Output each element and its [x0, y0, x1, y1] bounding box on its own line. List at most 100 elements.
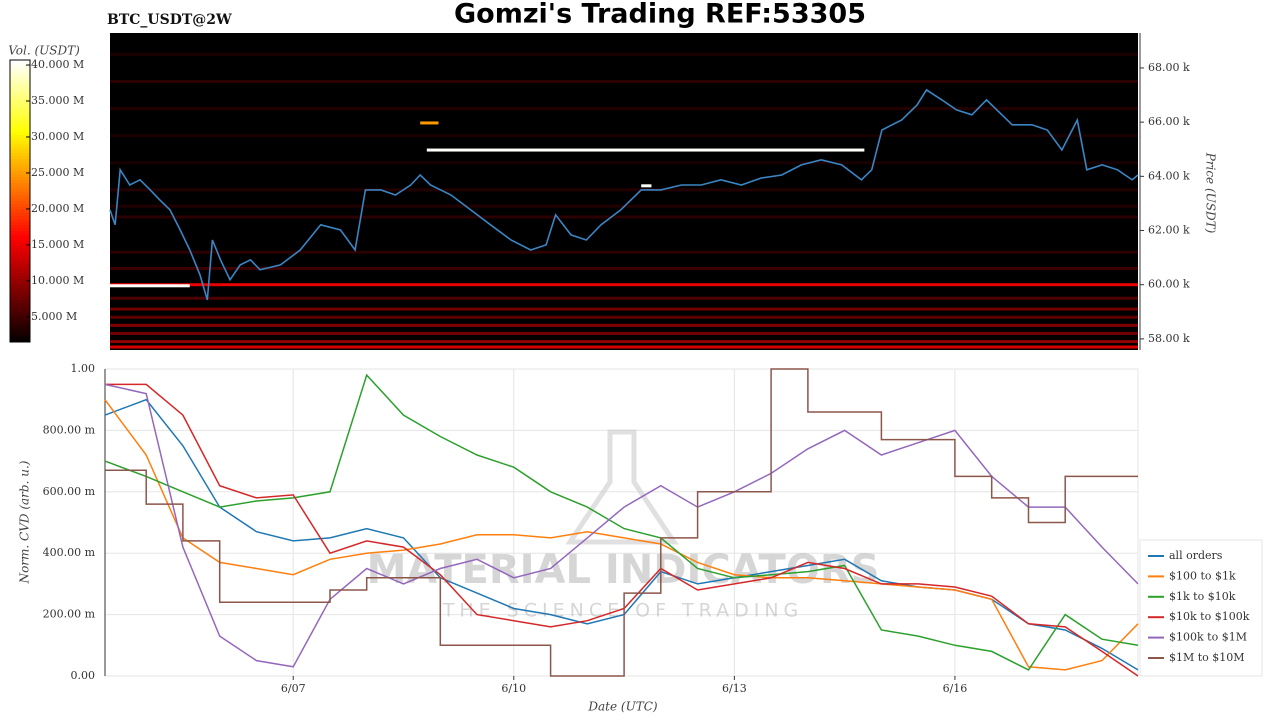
colorbar-cell	[10, 204, 30, 208]
colorbar-tick-label: 15.000 M	[31, 238, 84, 251]
colorbar-frame	[9, 59, 31, 343]
liquidity-level	[110, 266, 1138, 270]
colorbar-cell	[10, 327, 30, 331]
colorbar-cell	[10, 120, 30, 124]
liquidity-level	[110, 188, 1138, 192]
colorbar-cell	[10, 192, 30, 196]
colorbar-cell	[10, 108, 30, 112]
liquidity-level	[110, 345, 1138, 349]
colorbar-cell	[10, 273, 30, 277]
colorbar-cell	[10, 258, 30, 262]
y-tick-label: 600.00 m	[43, 485, 96, 498]
legend-label: $100 to $1k	[1169, 569, 1236, 582]
colorbar-cell	[10, 321, 30, 325]
liquidity-level	[110, 296, 1138, 300]
colorbar-cell	[10, 213, 30, 217]
colorbar-cell	[10, 243, 30, 247]
watermark-name: MATERIAL INDICATORS	[367, 547, 880, 593]
colorbar-cell	[10, 72, 30, 76]
colorbar-cell	[10, 339, 30, 343]
colorbar-cell	[10, 147, 30, 151]
liquidity-level	[110, 52, 1138, 56]
colorbar-cell	[10, 294, 30, 298]
colorbar-cell	[10, 156, 30, 160]
colorbar-cell	[10, 246, 30, 250]
colorbar-tick-label: 30.000 M	[31, 130, 84, 143]
colorbar-cell	[10, 267, 30, 271]
colorbar-cell	[10, 78, 30, 82]
colorbar-tick-label: 25.000 M	[31, 166, 84, 179]
colorbar-cell	[10, 111, 30, 115]
large-order	[641, 184, 652, 188]
liquidity-level	[110, 283, 1138, 287]
page-title: Gomzi's Trading REF:53305	[454, 0, 866, 30]
x-tick-label: 6/10	[501, 682, 526, 695]
liquidity-level	[110, 134, 1138, 138]
colorbar-cell	[10, 312, 30, 316]
colorbar-cell	[10, 285, 30, 289]
colorbar-cell	[10, 183, 30, 187]
colorbar-cell	[10, 303, 30, 307]
legend-label: $1k to $10k	[1169, 590, 1236, 603]
colorbar-cell	[10, 228, 30, 232]
legend-label: $100k to $1M	[1169, 631, 1247, 644]
colorbar-tick-label: 35.000 M	[31, 94, 84, 107]
colorbar-cell	[10, 69, 30, 73]
colorbar-cell	[10, 84, 30, 88]
colorbar-cell	[10, 270, 30, 274]
colorbar-cell	[10, 129, 30, 133]
price-line	[109, 88, 1139, 301]
colorbar-cell	[10, 63, 30, 67]
plot-frame	[104, 368, 1139, 677]
liquidity-level	[110, 307, 1138, 311]
colorbar-cell	[10, 93, 30, 97]
colorbar-cell	[10, 132, 30, 136]
pair-label: BTC_USDT@2W	[107, 12, 232, 28]
colorbar-cell	[10, 159, 30, 163]
cvd-line	[105, 368, 1138, 677]
price-axis-label: Price (USDT)	[1204, 152, 1218, 234]
colorbar-tick-label: 20.000 M	[31, 202, 84, 215]
colorbar-cell	[10, 288, 30, 292]
colorbar-cell	[10, 264, 30, 268]
colorbar-cell	[10, 324, 30, 328]
liquidity-level	[110, 250, 1138, 254]
colorbar-cell	[10, 252, 30, 256]
colorbar-cell	[10, 210, 30, 214]
colorbar-cell	[10, 195, 30, 199]
colorbar-cell	[10, 297, 30, 301]
colorbar-cell	[10, 237, 30, 241]
colorbar-cell	[10, 222, 30, 226]
colorbar-cell	[10, 306, 30, 310]
colorbar-cell	[10, 153, 30, 157]
colorbar-cell	[10, 255, 30, 259]
price-tick-label: 60.00 k	[1148, 278, 1190, 291]
y-tick-label: 200.00 m	[43, 608, 96, 621]
cvd-line	[104, 399, 1139, 671]
cvd-line	[105, 383, 1139, 677]
x-tick-label: 6/07	[281, 682, 306, 695]
colorbar-cell	[10, 171, 30, 175]
colorbar-cell	[10, 207, 30, 211]
colorbar-cell	[10, 216, 30, 220]
colorbar-cell	[10, 135, 30, 139]
colorbar-cell	[10, 126, 30, 130]
x-tick-label: 6/13	[722, 682, 747, 695]
price-tick-label: 58.00 k	[1148, 332, 1190, 345]
x-tick-label: 6/16	[943, 682, 968, 695]
colorbar-cell	[10, 174, 30, 178]
colorbar-cell	[10, 201, 30, 205]
colorbar-cell	[10, 177, 30, 181]
liquidity-level	[110, 79, 1138, 83]
colorbar-cell	[10, 117, 30, 121]
colorbar-cell	[10, 249, 30, 253]
cvd-line	[104, 383, 1139, 668]
legend-label: $10k to $100k	[1169, 610, 1250, 623]
large-order	[426, 148, 865, 152]
colorbar-cell	[10, 186, 30, 190]
colorbar-cell	[10, 99, 30, 103]
colorbar-cell	[10, 165, 30, 169]
large-order	[110, 284, 190, 288]
colorbar-cell	[10, 219, 30, 223]
